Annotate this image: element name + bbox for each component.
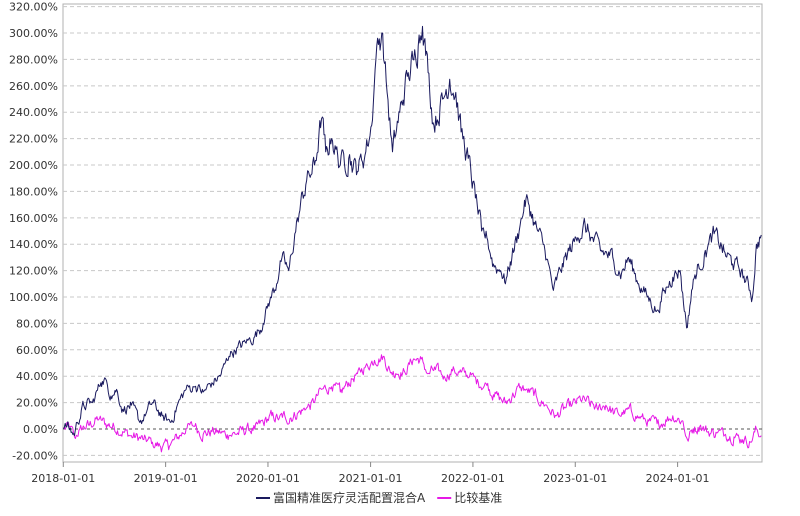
x-tick-label: 2018-01-01 [31, 472, 95, 485]
y-tick-label: 220.00% [9, 133, 58, 146]
y-tick-label: 240.00% [9, 106, 58, 119]
series-line-benchmark [63, 354, 762, 453]
y-tick-label: 120.00% [9, 265, 58, 278]
x-axis-tick-labels: 2018-01-01 2019-01-01 2020-01-01 2021-01-01… [31, 462, 710, 485]
legend-label: 比较基准 [454, 490, 502, 505]
y-tick-label: 160.00% [9, 212, 58, 225]
y-axis-tick-labels: 320.00% 300.00% 280.00% 260.00% 240.00% 220.0… [9, 1, 58, 463]
y-tick-label: 40.00% [16, 370, 58, 383]
y-tick-label: 280.00% [9, 53, 58, 66]
y-tick-label: 0.00% [23, 423, 58, 436]
y-tick-label: 180.00% [9, 185, 58, 198]
y-tick-label: 300.00% [9, 27, 58, 40]
y-tick-label: 60.00% [16, 344, 58, 357]
legend-label: 富国精准医疗灵活配置混合A [273, 490, 426, 505]
y-tick-label: 20.00% [16, 397, 58, 410]
series-lines [63, 25, 762, 453]
plot-area [62, 3, 763, 463]
x-tick-label: 2020-01-01 [236, 472, 300, 485]
x-tick-label: 2024-01-01 [646, 472, 710, 485]
y-tick-label: 80.00% [16, 317, 58, 330]
x-tick-label: 2023-01-01 [543, 472, 607, 485]
y-tick-label: -20.00% [12, 449, 58, 462]
y-tick-label: 260.00% [9, 80, 58, 93]
series-line-fund [63, 25, 762, 437]
y-tick-label: 320.00% [9, 1, 58, 14]
y-tick-label: 140.00% [9, 238, 58, 251]
x-tick-label: 2022-01-01 [441, 472, 505, 485]
x-tick-label: 2019-01-01 [134, 472, 198, 485]
x-tick-label: 2021-01-01 [339, 472, 403, 485]
legend: 富国精准医疗灵活配置混合A 比较基准 [256, 490, 502, 505]
y-tick-label: 200.00% [9, 159, 58, 172]
y-tick-label: 100.00% [9, 291, 58, 304]
grid-lines [63, 6, 762, 456]
